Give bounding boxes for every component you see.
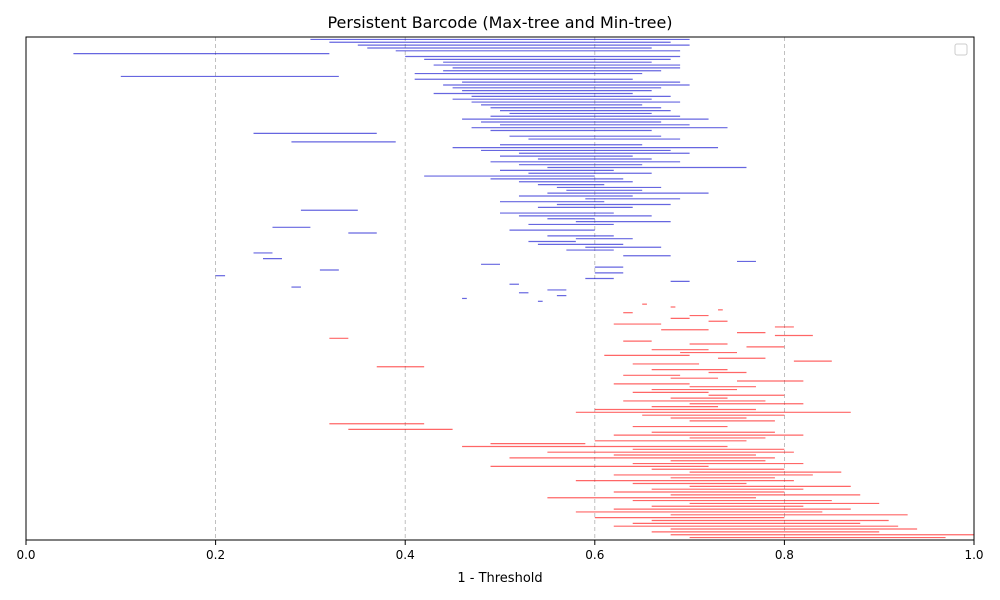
x-tick-label: 1.0 xyxy=(964,548,983,562)
x-axis-ticks: 0.0 0.2 0.4 0.6 0.8 1.0 xyxy=(16,540,984,562)
x-tick-label: 0.8 xyxy=(775,548,794,562)
x-axis-label: 1 - Threshold xyxy=(457,571,542,586)
plot-frame xyxy=(25,36,975,541)
bars-group xyxy=(73,38,974,539)
legend-box xyxy=(954,43,968,56)
x-tick-label: 0.6 xyxy=(585,548,604,562)
x-tick-label: 0.4 xyxy=(396,548,415,562)
x-tick-label: 0.2 xyxy=(206,548,225,562)
chart-title: Persistent Barcode (Max-tree and Min-tre… xyxy=(327,13,672,32)
x-tick-label: 0.0 xyxy=(16,548,35,562)
